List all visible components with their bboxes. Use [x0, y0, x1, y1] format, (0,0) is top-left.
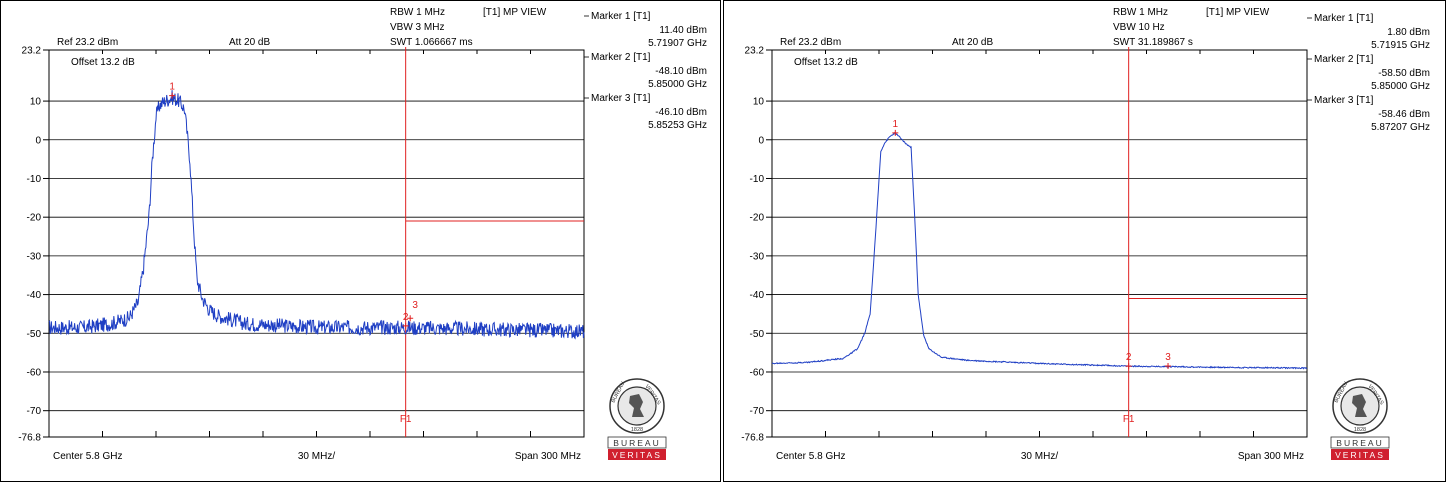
y-tick-label: -30 [27, 251, 42, 262]
marker-point [1125, 363, 1132, 370]
y-tick-label: -40 [27, 290, 42, 301]
marker-readout-freq: 5.87207 GHz [1371, 122, 1430, 133]
marker-readout-level: -58.50 dBm [1378, 68, 1430, 79]
offset-label-bg [67, 55, 145, 67]
span: Span 300 MHz [515, 451, 581, 462]
y-tick-label: -10 [27, 174, 42, 185]
logo-text-bottom: VERITAS [1335, 450, 1385, 460]
spectrum-plot-2: 23.2 10 0 -10 -20 -30 -40 -50 -60 -70 -76.8 Ref 23.… [741, 7, 1430, 462]
logo-band-top [1330, 436, 1390, 449]
spectrum-trace [48, 90, 585, 340]
spectrum-plot-1: 23.2 10 0 -10 -20 -30 -40 -50 -60 -70 -76.8 Ref 23.… [18, 7, 707, 462]
seal-figure-icon [629, 394, 644, 417]
y-tick-label: -76.8 [18, 433, 41, 444]
y-tick-label: -10 [750, 174, 765, 185]
analyzer-panel-1: 23.2 10 0 -10 -20 -30 -40 -50 -60 -70 -76.8 Ref 23.… [0, 0, 721, 482]
marker-readout-label: Marker 3 [T1] [1314, 95, 1374, 106]
y-tick-label: -70 [27, 406, 42, 417]
plot-frame [771, 49, 1308, 438]
marker-number: 1 [893, 119, 899, 130]
ref-level: Ref 23.2 dBm [780, 37, 841, 48]
marker-readout-label: Marker 3 [T1] [591, 93, 651, 104]
attenuation: Att 20 dB [229, 37, 270, 48]
y-tick-label: -20 [27, 213, 42, 224]
vbw-setting: VBW 10 Hz [1113, 22, 1165, 33]
offset-label-bg [790, 55, 868, 67]
marker-number: 3 [1165, 352, 1171, 363]
y-tick-label: 0 [35, 135, 41, 146]
logo-band-bottom [1331, 449, 1389, 460]
marker-readout-freq: 5.71915 GHz [1371, 40, 1430, 51]
logo-text-top: BUREAU [613, 438, 660, 448]
marker-readout-level: -46.10 dBm [655, 107, 707, 118]
center-frequency: Center 5.8 GHz [53, 451, 122, 462]
marker-point [1165, 363, 1172, 370]
rbw-setting: RBW 1 MHz [1113, 7, 1168, 18]
plot-frame [48, 49, 585, 438]
marker-readout-freq: 5.85253 GHz [648, 120, 707, 131]
rbw-setting: RBW 1 MHz [390, 7, 445, 18]
vbw-setting: VBW 3 MHz [390, 22, 444, 33]
logo-band-top [607, 436, 667, 449]
y-tick-label: 23.2 [22, 46, 42, 57]
f1-label: F1 [400, 414, 412, 425]
f1-label: F1 [1123, 414, 1135, 425]
marker-readout-freq: 5.85000 GHz [648, 79, 707, 90]
y-tick-label: -70 [750, 406, 765, 417]
y-tick-label: -60 [27, 367, 42, 378]
marker-readout-level: -58.46 dBm [1378, 109, 1430, 120]
logo-text-top: BUREAU [1336, 438, 1383, 448]
marker-number: 2 [403, 312, 409, 323]
y-tick-label: -20 [750, 213, 765, 224]
logo-band-bottom [608, 449, 666, 460]
span-per-division: 30 MHz/ [298, 451, 335, 462]
y-tick-label: 10 [753, 97, 765, 108]
y-tick-label: -40 [750, 290, 765, 301]
marker-readout-label: Marker 1 [T1] [591, 11, 651, 22]
y-tick-label: -50 [750, 329, 765, 340]
ref-level: Ref 23.2 dBm [57, 37, 118, 48]
marker-point [402, 322, 409, 329]
marker-point [892, 129, 899, 136]
marker-number: 1 [169, 82, 175, 93]
y-tick-label: -30 [750, 251, 765, 262]
trace-view: [T1] MP VIEW [483, 7, 547, 18]
y-tick-label: 10 [30, 97, 42, 108]
marker-number: 2 [1126, 352, 1132, 363]
sweep-time: SWT 1.066667 ms [390, 37, 473, 48]
span: Span 300 MHz [1238, 451, 1304, 462]
y-tick-label: 0 [758, 135, 764, 146]
marker-readout-label: Marker 2 [T1] [591, 52, 651, 63]
marker-point [407, 315, 414, 322]
span-per-division: 30 MHz/ [1021, 451, 1058, 462]
y-tick-label: -76.8 [741, 433, 764, 444]
seal-year: 1828 [631, 427, 643, 433]
trace-view: [T1] MP VIEW [1206, 7, 1270, 18]
y-tick-label: -60 [750, 367, 765, 378]
center-frequency: Center 5.8 GHz [776, 451, 845, 462]
offset-label: Offset 13.2 dB [794, 57, 858, 68]
y-tick-label: -50 [27, 329, 42, 340]
marker-readout-freq: 5.71907 GHz [648, 38, 707, 49]
seal-year: 1828 [1354, 427, 1366, 433]
offset-label: Offset 13.2 dB [71, 57, 135, 68]
sweep-time: SWT 31.189867 s [1113, 37, 1193, 48]
marker-readout-level: -48.10 dBm [655, 66, 707, 77]
seal-figure-icon [1352, 394, 1367, 417]
y-tick-label: 23.2 [745, 46, 765, 57]
attenuation: Att 20 dB [952, 37, 993, 48]
marker-readout-level: 11.40 dBm [659, 25, 707, 36]
spectrum-trace [771, 131, 1308, 370]
marker-number: 3 [412, 300, 418, 311]
logo-text-bottom: VERITAS [612, 450, 662, 460]
marker-point [169, 92, 176, 99]
marker-readout-label: Marker 1 [T1] [1314, 13, 1374, 24]
analyzer-panel-2: 23.2 10 0 -10 -20 -30 -40 -50 -60 -70 -76.8 Ref 23.… [723, 0, 1446, 482]
marker-readout-level: 1.80 dBm [1387, 27, 1430, 38]
marker-readout-freq: 5.85000 GHz [1371, 81, 1430, 92]
marker-readout-label: Marker 2 [T1] [1314, 54, 1374, 65]
